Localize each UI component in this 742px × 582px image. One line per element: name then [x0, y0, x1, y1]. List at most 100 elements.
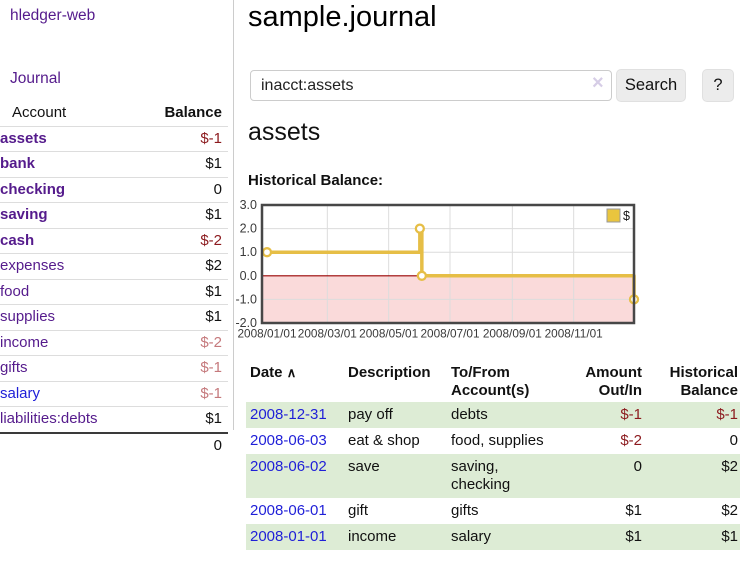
transaction-date-link[interactable]: 2008-06-02 — [250, 458, 327, 475]
register-row: 2008-06-02 save saving, checking 0 $2 — [246, 454, 740, 498]
register-table: Date ∧ Description To/From Account(s) Am… — [246, 362, 740, 550]
account-balance: $1 — [205, 282, 222, 300]
transaction-amount: $1 — [625, 502, 642, 519]
chart-axis-labels: 2008/01/01 2008/03/01 2008/05/01 2008/07/01… — [235, 198, 602, 341]
balance-column-header: Balance — [164, 104, 222, 121]
account-balance: $-2 — [200, 231, 222, 249]
account-row-food: food $1 — [0, 279, 228, 305]
transaction-accounts: saving, checking — [451, 458, 511, 493]
transaction-amount: 0 — [633, 458, 642, 475]
accounts-table-header: Account Balance — [0, 101, 228, 126]
transaction-accounts: salary — [451, 528, 492, 545]
transaction-balance: $2 — [721, 502, 738, 519]
historical-balance-chart: $ 2008/01/01 2008/03/01 2008/05/01 2008/07/… — [235, 198, 742, 348]
svg-text:2.0: 2.0 — [240, 222, 257, 236]
account-link[interactable]: supplies — [0, 308, 56, 325]
account-row-assets: assets $-1 — [0, 126, 228, 152]
account-row-liabilities-debts: liabilities:debts $1 — [0, 406, 228, 433]
sidebar: hledger-web Journal Account Balance asse… — [0, 0, 234, 454]
svg-text:2008/07/01: 2008/07/01 — [420, 327, 479, 341]
register-row: 2008-01-01 income salary $1 $1 — [246, 524, 740, 550]
account-link[interactable]: liabilities:debts — [0, 410, 98, 427]
accounts-total-row: 0 — [0, 432, 228, 459]
account-balance: $-1 — [200, 129, 222, 147]
transaction-amount: $-2 — [620, 432, 642, 449]
transaction-balance: $-1 — [716, 406, 738, 423]
account-row-expenses: expenses $2 — [0, 253, 228, 280]
legend-label: $ — [623, 209, 630, 223]
register-header-row: Date ∧ Description To/From Account(s) Am… — [246, 362, 740, 402]
sidebar-item-journal[interactable]: Journal — [10, 70, 61, 87]
svg-text:-2.0: -2.0 — [235, 316, 257, 330]
accounts-table: Account Balance assets $-1 bank $1 check… — [0, 101, 228, 458]
clear-search-icon[interactable]: × — [592, 72, 604, 94]
account-row-salary: salary $-1 — [0, 381, 228, 407]
account-link[interactable]: cash — [0, 231, 35, 249]
transaction-description: pay off — [348, 406, 393, 423]
transaction-balance: 0 — [729, 432, 738, 449]
account-row-income: income $-2 — [0, 330, 228, 356]
transaction-description: eat & shop — [348, 432, 420, 449]
account-link[interactable]: income — [0, 333, 49, 351]
account-balance: $-1 — [200, 384, 222, 402]
sort-ascending-icon: ∧ — [286, 365, 297, 380]
account-row-bank: bank $1 — [0, 151, 228, 178]
transaction-balance: $2 — [721, 458, 738, 475]
svg-text:2008/09/01: 2008/09/01 — [483, 327, 542, 341]
app-brand-link[interactable]: hledger-web — [10, 7, 96, 24]
account-balance: $1 — [205, 308, 222, 325]
transaction-date-link[interactable]: 2008-06-01 — [250, 502, 327, 519]
transaction-description: income — [348, 528, 397, 545]
search-input[interactable] — [250, 70, 612, 101]
transaction-date-link[interactable]: 2008-06-03 — [250, 432, 327, 449]
account-balance: $1 — [205, 206, 222, 223]
svg-text:0.0: 0.0 — [240, 269, 257, 283]
account-link[interactable]: salary — [0, 384, 41, 402]
register-header-description: Description — [348, 364, 431, 381]
account-row-saving: saving $1 — [0, 202, 228, 229]
account-link[interactable]: checking — [0, 180, 66, 198]
transaction-description: gift — [348, 502, 369, 519]
transaction-date-link[interactable]: 2008-12-31 — [250, 406, 327, 423]
accounts-total-balance: 0 — [213, 436, 222, 454]
account-row-gifts: gifts $-1 — [0, 355, 228, 382]
account-row-cash: cash $-2 — [0, 228, 228, 254]
svg-text:-1.0: -1.0 — [235, 292, 257, 306]
transaction-date-link[interactable]: 2008-01-01 — [250, 528, 327, 545]
account-column-header: Account — [12, 104, 67, 121]
search-button[interactable]: Search — [616, 69, 686, 102]
svg-text:1.0: 1.0 — [240, 245, 257, 259]
account-link[interactable]: gifts — [0, 359, 28, 376]
transaction-amount: $-1 — [620, 406, 642, 423]
account-balance: $2 — [205, 257, 222, 274]
transaction-balance: $1 — [721, 528, 738, 545]
account-row-checking: checking 0 — [0, 177, 228, 203]
svg-text:2008/03/01: 2008/03/01 — [298, 327, 357, 341]
account-balance: $1 — [205, 410, 222, 427]
help-button[interactable]: ? — [702, 69, 734, 102]
register-row: 2008-12-31 pay off debts $-1 $-1 — [246, 402, 740, 428]
account-link[interactable]: expenses — [0, 257, 65, 274]
register-row: 2008-06-01 gift gifts $1 $2 — [246, 498, 740, 524]
register-header-accounts: To/From Account(s) — [451, 364, 530, 399]
transaction-amount: $1 — [625, 528, 642, 545]
date-header-label: Date — [250, 364, 283, 381]
page-title: sample.journal — [248, 1, 437, 33]
transaction-accounts: gifts — [451, 502, 479, 519]
account-balance: $-1 — [200, 359, 222, 376]
account-link[interactable]: saving — [0, 206, 48, 223]
account-link[interactable]: food — [0, 282, 30, 300]
account-balance: 0 — [213, 180, 222, 198]
register-header-balance: Historical Balance — [669, 364, 738, 399]
transaction-accounts: debts — [451, 406, 488, 423]
register-header-date: Date ∧ — [246, 362, 346, 402]
register-row: 2008-06-03 eat & shop food, supplies $-2… — [246, 428, 740, 454]
account-link[interactable]: assets — [0, 129, 47, 147]
svg-text:3.0: 3.0 — [240, 198, 257, 212]
historical-balance-label: Historical Balance: — [248, 172, 384, 189]
account-link[interactable]: bank — [0, 155, 36, 172]
account-balance: $1 — [205, 155, 222, 172]
historical-balance-chart-svg: $ 2008/01/01 2008/03/01 2008/05/01 2008/07/… — [235, 198, 640, 341]
legend-swatch — [606, 208, 621, 223]
transaction-accounts: food, supplies — [451, 432, 544, 449]
